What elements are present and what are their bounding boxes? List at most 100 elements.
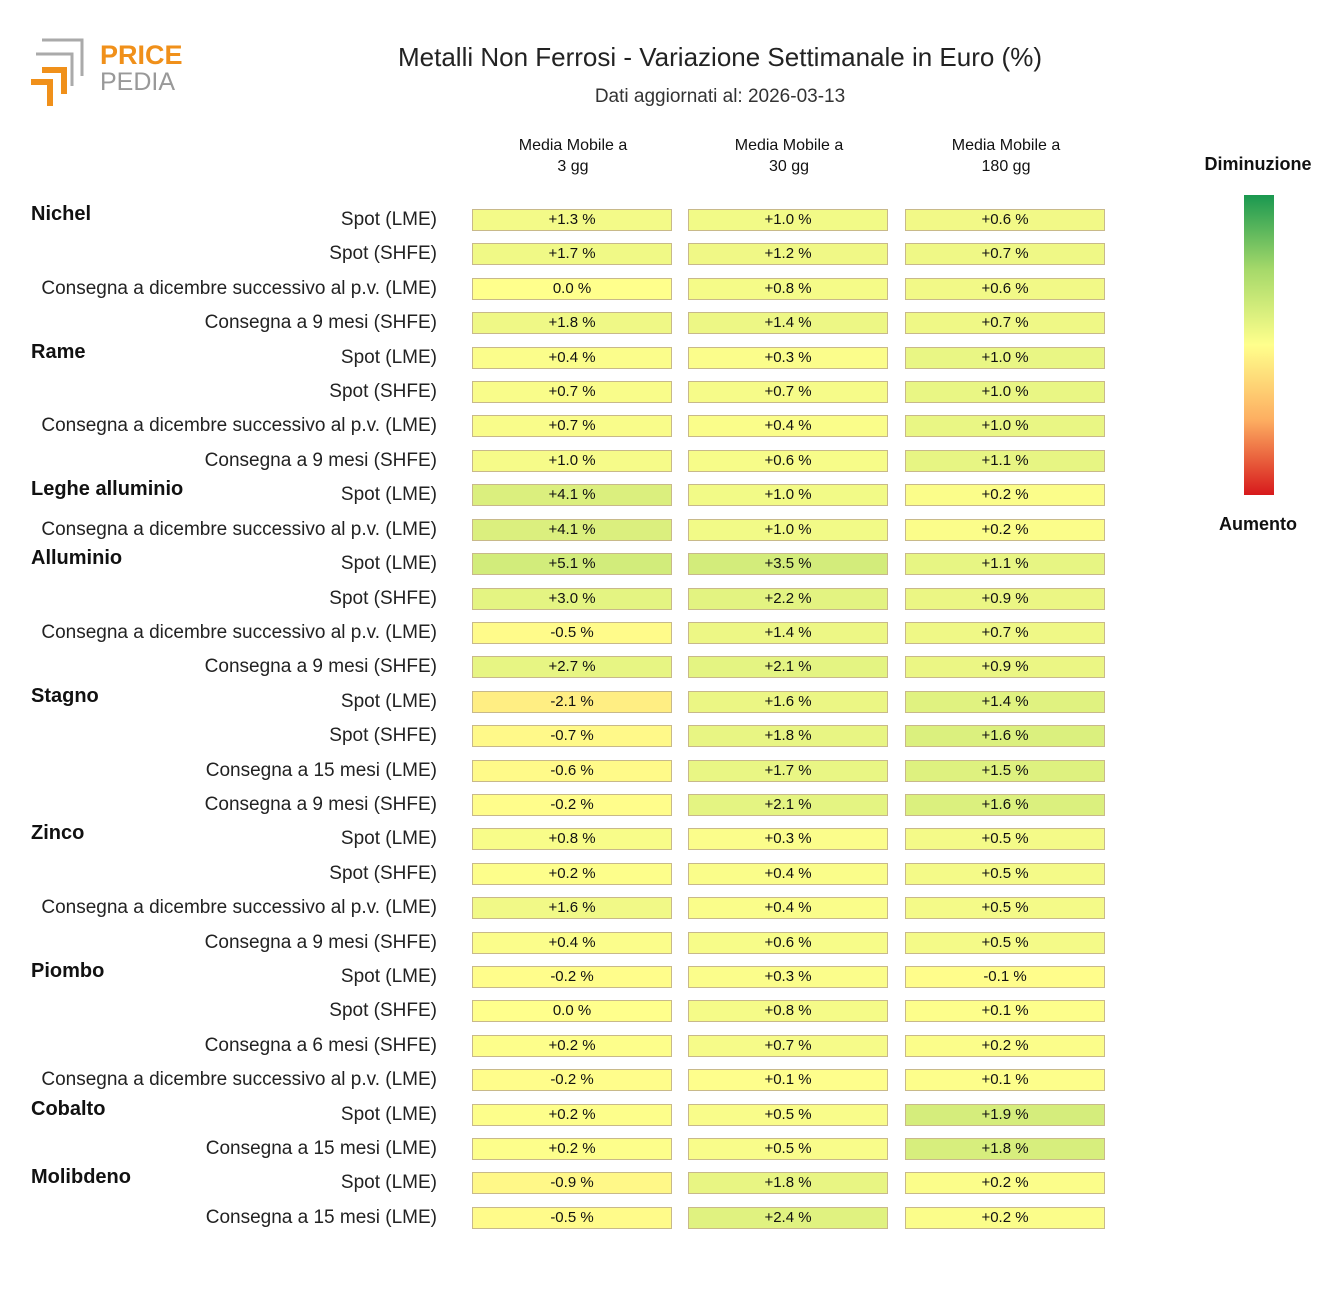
- cell-label: +0.3 %: [764, 830, 812, 848]
- cell-label: +1.0 %: [981, 383, 1029, 401]
- row-label: Spot (LME): [340, 828, 437, 850]
- cell-label: +1.6 %: [548, 899, 596, 917]
- cell-label: +0.4 %: [764, 417, 812, 435]
- cell-label: +4.1 %: [548, 486, 596, 504]
- heatmap-cell: +0.5 %: [905, 862, 1105, 885]
- heatmap-cell: +0.6 %: [688, 931, 888, 954]
- cell-label: +0.3 %: [764, 968, 812, 986]
- heatmap-cell: +0.4 %: [472, 346, 672, 369]
- heatmap-cell: +0.6 %: [905, 209, 1105, 231]
- cell-label: +1.1 %: [981, 451, 1029, 469]
- heatmap-cell: +4.1 %: [472, 484, 672, 507]
- cell-label: +1.8 %: [548, 314, 596, 332]
- cell-label: +0.5 %: [981, 899, 1029, 917]
- cell-label: +2.1 %: [764, 658, 812, 676]
- heatmap-cell: +1.6 %: [472, 897, 672, 920]
- row-label: Spot (SHFE): [329, 862, 437, 884]
- heatmap-cell: +0.2 %: [905, 518, 1105, 541]
- cell-label: +1.9 %: [981, 1105, 1029, 1123]
- cell-label: +1.0 %: [981, 348, 1029, 366]
- cell-label: +1.6 %: [981, 795, 1029, 813]
- row-label: Consegna a 15 mesi (LME): [205, 1206, 437, 1228]
- cell-label: -2.1 %: [550, 692, 594, 710]
- heatmap-cell: +0.9 %: [905, 656, 1105, 679]
- colorbar-top-label: Diminuzione: [1204, 154, 1312, 174]
- group-label: Cobalto: [31, 1097, 106, 1120]
- cell-label: +0.7 %: [548, 417, 596, 435]
- heatmap-cell: +1.0 %: [905, 381, 1105, 404]
- group-label: Alluminio: [31, 547, 123, 570]
- cell-label: +3.5 %: [764, 555, 812, 573]
- heatmap-cell: -2.1 %: [472, 690, 672, 713]
- heatmap-cell: +2.7 %: [472, 656, 672, 679]
- cell-label: +0.6 %: [764, 451, 812, 469]
- cell-label: +0.7 %: [981, 623, 1029, 641]
- group-label: Rame: [31, 340, 86, 363]
- row-label: Consegna a 9 mesi (SHFE): [204, 449, 437, 471]
- cell-label: +0.2 %: [548, 1105, 596, 1123]
- cell-label: +0.5 %: [981, 864, 1029, 882]
- cell-label: +1.0 %: [981, 417, 1029, 435]
- heatmap-cell: -0.2 %: [472, 966, 672, 989]
- heatmap-cell: +1.6 %: [905, 725, 1105, 748]
- heatmap-cell: +1.8 %: [905, 1138, 1105, 1161]
- cell-label: +0.5 %: [981, 933, 1029, 951]
- heatmap-cell: +0.7 %: [472, 415, 672, 438]
- chart-title: Metalli Non Ferrosi - Variazione Settima…: [398, 42, 1042, 72]
- cell-label: +1.8 %: [764, 1174, 812, 1192]
- heatmap-cell: +0.1 %: [905, 1069, 1105, 1092]
- cell-label: +0.8 %: [764, 279, 812, 297]
- cell-label: 0.0 %: [552, 279, 592, 297]
- heatmap-cell: +1.0 %: [688, 484, 888, 507]
- heatmap-cell: +0.8 %: [688, 277, 888, 300]
- cell-label: +0.2 %: [548, 1140, 596, 1158]
- logo-bottom: PEDIA: [100, 68, 175, 96]
- cell-label: +0.2 %: [548, 1036, 596, 1054]
- heatmap-cell: +0.6 %: [688, 449, 888, 472]
- cell-label: +1.7 %: [548, 245, 596, 263]
- heatmap-cell: +1.5 %: [905, 759, 1105, 782]
- heatmap-cell: +1.6 %: [905, 793, 1105, 816]
- cell-label: +0.1 %: [981, 1002, 1029, 1020]
- heatmap-cell: +1.3 %: [472, 209, 672, 231]
- heatmap-cell: -0.5 %: [472, 621, 672, 644]
- heatmap-cell: +0.7 %: [688, 381, 888, 404]
- heatmap-cell: +1.8 %: [688, 1172, 888, 1195]
- row-label: Spot (SHFE): [329, 243, 437, 265]
- row-label: Spot (SHFE): [329, 1000, 437, 1022]
- heatmap-cell: +1.6 %: [688, 690, 888, 713]
- heatmap-cell: +0.3 %: [688, 828, 888, 851]
- heatmap-cell: +1.2 %: [688, 243, 888, 266]
- heatmap-cell: +0.8 %: [688, 1000, 888, 1023]
- heatmap-cell: +0.4 %: [688, 415, 888, 438]
- group-label: Nichel: [31, 203, 92, 225]
- group-label: Stagno: [31, 684, 99, 707]
- cell-label: +0.7 %: [548, 383, 596, 401]
- heatmap-cell: -0.9 %: [472, 1172, 672, 1195]
- heatmap-cell: +0.5 %: [905, 931, 1105, 954]
- heatmap-cell: 0.0 %: [472, 1000, 672, 1023]
- cell-label: +0.4 %: [764, 899, 812, 917]
- cell-label: +0.2 %: [981, 1036, 1029, 1054]
- heatmap-cell: +3.0 %: [472, 587, 672, 610]
- row-label: Spot (LME): [340, 209, 437, 230]
- cell-label: +0.4 %: [764, 864, 812, 882]
- cell-label: +5.1 %: [548, 555, 596, 573]
- cell-label: +1.6 %: [764, 692, 812, 710]
- cell-label: -0.2 %: [550, 968, 594, 986]
- row-label: Consegna a dicembre successivo al p.v. (…: [41, 277, 437, 299]
- heatmap-cell: +0.2 %: [472, 1138, 672, 1161]
- heatmap-cell: -0.2 %: [472, 793, 672, 816]
- cell-label: +2.2 %: [764, 589, 812, 607]
- heatmap-cell: -0.1 %: [905, 966, 1105, 989]
- row-label: Spot (SHFE): [329, 381, 437, 403]
- heatmap-cell: +0.1 %: [905, 1000, 1105, 1023]
- row-label: Consegna a dicembre successivo al p.v. (…: [41, 1069, 437, 1091]
- row-label: Spot (LME): [340, 1172, 437, 1194]
- cell-label: -0.2 %: [550, 1071, 594, 1089]
- cell-label: +1.8 %: [981, 1140, 1029, 1158]
- heatmap-cell: +4.1 %: [472, 518, 672, 541]
- cell-label: +0.5 %: [981, 830, 1029, 848]
- row-label: Consegna a 15 mesi (LME): [205, 759, 437, 781]
- colorbar-bottom-label: Aumento: [1219, 514, 1297, 534]
